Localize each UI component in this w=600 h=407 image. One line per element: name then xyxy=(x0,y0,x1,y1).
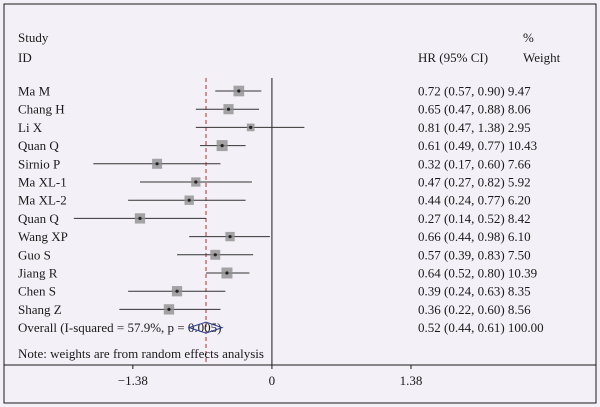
overall-diamond xyxy=(187,321,224,334)
header-weight: Weight xyxy=(523,50,561,65)
point-estimate xyxy=(213,253,217,257)
study-row: Chang H 0.65 (0.47, 0.88) 8.06 xyxy=(18,102,531,117)
point-estimate xyxy=(194,180,198,184)
study-label: Chen S xyxy=(18,284,56,299)
effect-value: 0.47 (0.27, 0.82) 5.92 xyxy=(418,175,531,190)
study-label: Quan Q xyxy=(18,211,59,226)
study-row: Wang XP 0.66 (0.44, 0.98) 6.10 xyxy=(18,229,531,244)
effect-value: 0.61 (0.49, 0.77) 10.43 xyxy=(418,138,537,153)
study-row: Ma M 0.72 (0.57, 0.90) 9.47 xyxy=(18,84,531,99)
study-label: Ma XL-2 xyxy=(18,193,67,208)
study-row: Guo S 0.57 (0.39, 0.83) 7.50 xyxy=(18,247,531,262)
effect-value: 0.66 (0.44, 0.98) 6.10 xyxy=(418,229,531,244)
point-estimate xyxy=(237,89,241,93)
effect-value: 0.27 (0.14, 0.52) 8.42 xyxy=(418,211,531,226)
point-estimate xyxy=(226,107,231,111)
header-id: ID xyxy=(18,50,32,65)
study-row: Li X 0.81 (0.47, 1.38) 2.95 xyxy=(18,120,531,135)
study-label: Ma XL-1 xyxy=(18,175,67,190)
study-label: Ma M xyxy=(18,84,51,99)
effect-value: 0.72 (0.57, 0.90) 9.47 xyxy=(418,84,531,99)
point-estimate xyxy=(228,235,232,239)
point-estimate xyxy=(220,144,224,148)
x-tick-label: −1.38 xyxy=(118,373,148,388)
study-label: Chang H xyxy=(18,102,65,117)
x-tick-label: 1.38 xyxy=(400,373,423,388)
study-row: Shang Z 0.36 (0.22, 0.60) 8.56 xyxy=(18,302,531,317)
x-tick-label: 0 xyxy=(269,373,276,388)
effect-value: 0.57 (0.39, 0.83) 7.50 xyxy=(418,247,531,262)
study-label: Shang Z xyxy=(18,302,62,317)
study-row: Quan Q 0.27 (0.14, 0.52) 8.42 xyxy=(18,211,531,226)
effect-value: 0.36 (0.22, 0.60) 8.56 xyxy=(418,302,531,317)
footnote: Note: weights are from random effects an… xyxy=(18,346,264,361)
overall-effect-value: 0.52 (0.44, 0.61) 100.00 xyxy=(418,320,544,335)
point-estimate xyxy=(175,289,179,293)
point-estimate xyxy=(167,307,171,311)
effect-value: 0.44 (0.24, 0.77) 6.20 xyxy=(418,193,531,208)
study-row: Jiang R 0.64 (0.52, 0.80) 10.39 xyxy=(18,266,537,281)
study-label: Guo S xyxy=(18,247,51,262)
study-row: Chen S 0.39 (0.24, 0.63) 8.35 xyxy=(18,284,531,299)
study-label: Jiang R xyxy=(18,266,58,281)
study-label: Quan Q xyxy=(18,138,59,153)
study-row: Ma XL-2 0.44 (0.24, 0.77) 6.20 xyxy=(18,193,531,208)
study-label: Wang XP xyxy=(18,229,68,244)
point-estimate xyxy=(155,162,159,166)
overall-label: Overall (I-squared = 57.9%, p = 0.005) xyxy=(18,320,221,335)
point-estimate xyxy=(225,271,229,275)
header-study: Study xyxy=(18,30,49,45)
study-label: Li X xyxy=(18,120,43,135)
header-percent: % xyxy=(523,30,534,45)
study-row: Quan Q 0.61 (0.49, 0.77) 10.43 xyxy=(18,138,537,153)
study-label: Sirnio P xyxy=(18,156,60,171)
study-row: Ma XL-1 0.47 (0.27, 0.82) 5.92 xyxy=(18,175,531,190)
effect-value: 0.64 (0.52, 0.80) 10.39 xyxy=(418,266,537,281)
overall-row: Overall (I-squared = 57.9%, p = 0.005) 0.… xyxy=(18,320,544,335)
effect-value: 0.65 (0.47, 0.88) 8.06 xyxy=(418,102,531,117)
plot-frame xyxy=(3,3,597,404)
point-estimate xyxy=(249,125,253,129)
effect-value: 0.32 (0.17, 0.60) 7.66 xyxy=(418,156,531,171)
header-effect: HR (95% CI) xyxy=(418,50,488,65)
study-row: Sirnio P 0.32 (0.17, 0.60) 7.66 xyxy=(18,156,531,171)
point-estimate xyxy=(187,198,191,202)
point-estimate xyxy=(138,216,142,220)
effect-value: 0.39 (0.24, 0.63) 8.35 xyxy=(418,284,531,299)
effect-value: 0.81 (0.47, 1.38) 2.95 xyxy=(418,120,531,135)
